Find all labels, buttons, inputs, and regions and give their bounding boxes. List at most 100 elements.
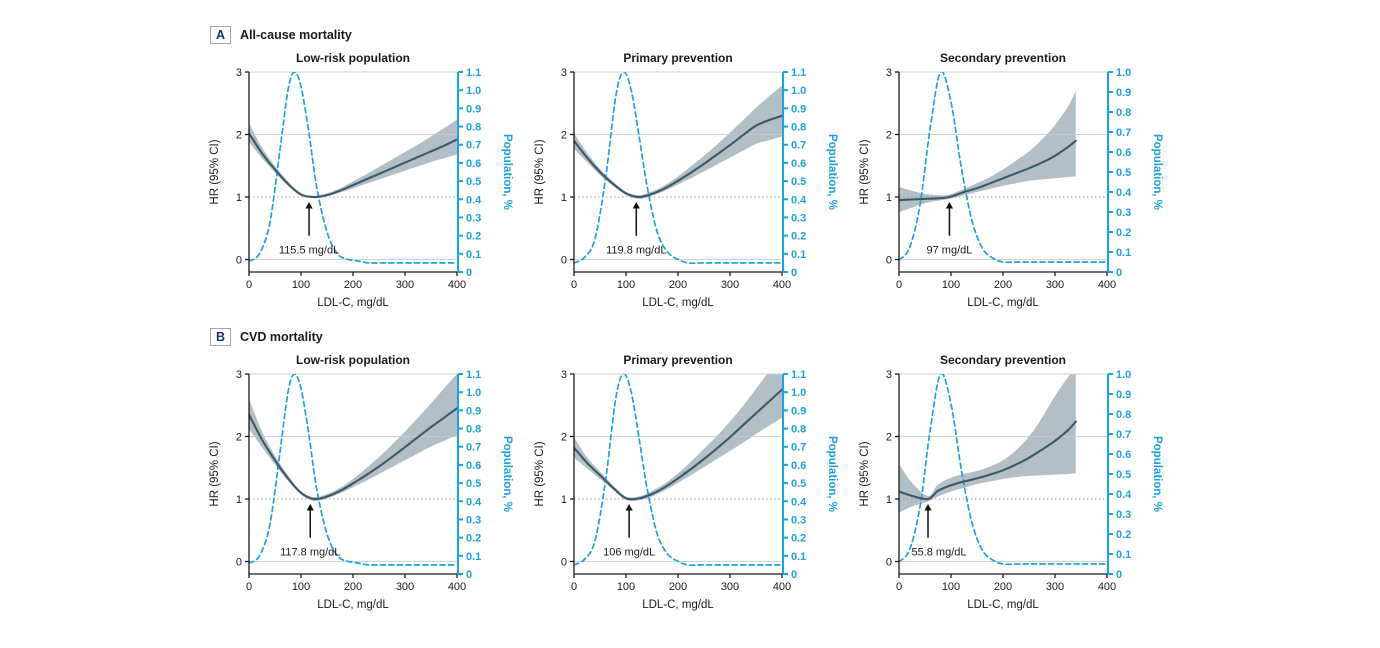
bottom-axis: 0 100 200 300 400 LDL-C, mg/dL <box>896 573 1116 611</box>
right-axis: 0 0.1 0.2 0.3 0.4 0.5 0.6 0.7 0.8 0.9 1.0 1.1 Popula… <box>457 369 513 581</box>
svg-text:400: 400 <box>773 279 791 291</box>
nadir-value-label: 119.8 mg/dL <box>606 245 666 257</box>
chart-title: Secondary prevention <box>940 353 1066 367</box>
svg-text:0.6: 0.6 <box>791 460 806 472</box>
svg-text:1.1: 1.1 <box>466 369 481 381</box>
svg-text:2: 2 <box>886 432 892 444</box>
svg-text:200: 200 <box>344 279 362 291</box>
svg-text:0.8: 0.8 <box>1116 107 1131 119</box>
population-curve <box>574 72 782 265</box>
svg-text:0.6: 0.6 <box>466 460 481 472</box>
svg-text:0.9: 0.9 <box>1116 87 1131 99</box>
svg-text:0.4: 0.4 <box>791 496 807 508</box>
svg-text:0.1: 0.1 <box>466 249 481 261</box>
x-axis-title: LDL-C, mg/dL <box>967 297 1039 309</box>
svg-text:1: 1 <box>561 192 567 204</box>
ci-band <box>249 119 457 199</box>
bottom-axis: 0 100 200 300 400 LDL-C, mg/dL <box>246 573 466 611</box>
chart-cvd-primary-prevention-svg: Primary prevention 0 1 2 3 HR (95% CI) 0 100 200… <box>534 353 838 611</box>
chart-title: Primary prevention <box>623 51 732 65</box>
svg-text:300: 300 <box>396 581 414 593</box>
svg-text:0.9: 0.9 <box>466 103 481 115</box>
svg-text:0.2: 0.2 <box>466 231 481 243</box>
svg-text:400: 400 <box>773 581 791 593</box>
left-axis: 0 1 2 3 HR (95% CI) <box>534 67 575 272</box>
svg-text:1.0: 1.0 <box>466 85 481 97</box>
svg-text:0.5: 0.5 <box>1116 167 1131 179</box>
svg-text:0.7: 0.7 <box>1116 429 1131 441</box>
right-axis-title: Population, % <box>826 436 838 512</box>
chart-cvd-primary-prevention: Primary prevention 0 1 2 3 HR (95% CI) 0 100 200… <box>531 350 846 618</box>
svg-text:0.1: 0.1 <box>791 551 806 563</box>
svg-text:0.6: 0.6 <box>1116 147 1131 159</box>
svg-text:0.3: 0.3 <box>791 514 806 526</box>
svg-text:200: 200 <box>994 279 1012 291</box>
svg-text:0.9: 0.9 <box>1116 389 1131 401</box>
svg-text:0.7: 0.7 <box>791 140 806 152</box>
population-curve <box>574 374 782 567</box>
left-axis-title: HR (95% CI) <box>534 139 546 204</box>
panel-a-title: All-cause mortality <box>240 28 352 42</box>
svg-text:0.7: 0.7 <box>1116 127 1131 139</box>
chart-title: Secondary prevention <box>940 51 1066 65</box>
x-axis-title: LDL-C, mg/dL <box>642 297 714 309</box>
left-axis-title: HR (95% CI) <box>859 441 871 506</box>
left-axis-title: HR (95% CI) <box>859 139 871 204</box>
nadir-annotation: 117.8 mg/dL <box>280 504 340 559</box>
x-axis-title: LDL-C, mg/dL <box>317 297 389 309</box>
svg-text:3: 3 <box>236 369 242 381</box>
population-curve <box>899 374 1107 566</box>
hr-curve <box>574 114 782 199</box>
left-axis: 0 1 2 3 HR (95% CI) <box>209 67 250 272</box>
svg-text:100: 100 <box>292 279 310 291</box>
gridlines <box>249 71 457 261</box>
svg-text:1: 1 <box>886 494 892 506</box>
svg-text:0.3: 0.3 <box>1116 509 1131 521</box>
svg-text:1.0: 1.0 <box>791 387 806 399</box>
x-axis-title: LDL-C, mg/dL <box>642 599 714 611</box>
svg-text:0: 0 <box>886 255 892 267</box>
svg-text:400: 400 <box>1098 279 1116 291</box>
left-axis: 0 1 2 3 HR (95% CI) <box>534 369 575 574</box>
svg-text:300: 300 <box>1046 581 1064 593</box>
nadir-value-label: 115.5 mg/dL <box>279 245 339 257</box>
svg-text:3: 3 <box>561 369 567 381</box>
svg-text:0.8: 0.8 <box>791 122 806 134</box>
svg-text:0.9: 0.9 <box>466 405 481 417</box>
svg-text:300: 300 <box>721 581 739 593</box>
svg-text:0.4: 0.4 <box>466 496 482 508</box>
panel-a: A All-cause mortality Low-risk populatio… <box>206 24 1176 316</box>
bottom-axis: 0 100 200 300 400 LDL-C, mg/dL <box>571 573 791 611</box>
bottom-axis: 0 100 200 300 400 LDL-C, mg/dL <box>246 271 466 309</box>
svg-text:0.8: 0.8 <box>791 424 806 436</box>
svg-text:0.1: 0.1 <box>1116 549 1131 561</box>
svg-text:100: 100 <box>942 279 960 291</box>
svg-text:0: 0 <box>896 279 902 291</box>
svg-text:0.4: 0.4 <box>791 194 807 206</box>
right-axis-title: Population, % <box>1151 436 1163 512</box>
right-axis: 0 0.1 0.2 0.3 0.4 0.5 0.6 0.7 0.8 0.9 1.0 1.1 Popula… <box>782 67 838 279</box>
svg-text:0: 0 <box>246 279 252 291</box>
left-axis: 0 1 2 3 HR (95% CI) <box>859 369 900 574</box>
svg-text:0.3: 0.3 <box>466 212 481 224</box>
population-curve <box>249 374 457 566</box>
chart-allcause-secondary-prevention: Secondary prevention 0 1 2 3 HR (95% CI) 0 100 2… <box>856 48 1171 316</box>
left-axis-title: HR (95% CI) <box>209 139 221 204</box>
svg-text:3: 3 <box>886 369 892 381</box>
chart-cvd-low-risk: Low-risk population 0 1 2 3 HR (95% CI) 0 100 20… <box>206 350 521 618</box>
chart-allcause-low-risk-svg: Low-risk population 0 1 2 3 HR (95% CI) 0 100 20… <box>209 51 513 309</box>
panel-b: B CVD mortality Low-risk population 0 1 2 3 H… <box>206 326 1176 618</box>
svg-text:2: 2 <box>236 130 242 142</box>
hr-curve <box>899 139 1077 202</box>
svg-text:3: 3 <box>561 67 567 79</box>
svg-text:0.6: 0.6 <box>466 158 481 170</box>
svg-text:100: 100 <box>617 581 635 593</box>
svg-text:400: 400 <box>448 279 466 291</box>
svg-text:0: 0 <box>791 267 797 279</box>
svg-text:0.7: 0.7 <box>466 442 481 454</box>
svg-text:0.4: 0.4 <box>1116 489 1132 501</box>
svg-text:300: 300 <box>396 279 414 291</box>
ci-band <box>249 374 457 502</box>
chart-allcause-secondary-prevention-svg: Secondary prevention 0 1 2 3 HR (95% CI) 0 100 2… <box>859 51 1163 309</box>
ci-band <box>899 90 1076 212</box>
